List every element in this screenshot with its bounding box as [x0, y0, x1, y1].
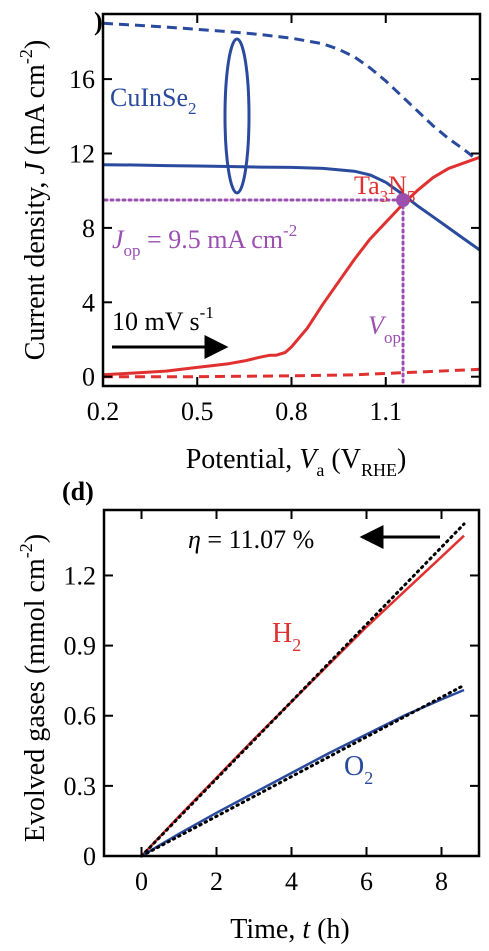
panel-c-y-tick-label: 4: [82, 288, 95, 317]
vop-label: Vop: [368, 311, 401, 347]
panel-d-label: (d): [62, 477, 94, 506]
panel-d-series-line-3: [140, 683, 466, 858]
panel-d-series: [140, 522, 466, 858]
panel-c-x-tick-label: 0.5: [181, 397, 214, 426]
h2-label: H2: [272, 618, 301, 655]
panel-d-x-tick-label: 0: [135, 867, 148, 896]
cuinse2-ellipse: [223, 37, 251, 195]
panel-c: ) CuInSe2 Ta3N5 Jop = 9.5 mA cm-2 Vop 10…: [16, 7, 482, 480]
panel-c-x-tick-label: 0.2: [87, 397, 120, 426]
panel-c-series-line-2: [102, 155, 481, 377]
panel-c-series: [102, 21, 481, 379]
panel-c-ticks: 0.2 0.5 0.8 1.1 0 4 8 12 16: [69, 14, 480, 426]
panel-d-x-tick-label: 8: [435, 867, 448, 896]
cuinse2-label: CuInSe2: [110, 83, 197, 118]
panel-d-y-tick-label: 0: [83, 842, 96, 871]
panel-d-frame: [102, 508, 481, 858]
panel-d-ticks: 0 2 4 6 8 0 0.3 0.6 0.9 1.2: [64, 510, 479, 896]
panel-d-x-tick-label: 2: [210, 867, 223, 896]
panel-d-y-tick-label: 0.9: [64, 632, 97, 661]
panel-d-series-line-1: [140, 522, 466, 858]
panel-d-y-tick-label: 0.3: [64, 772, 97, 801]
panel-c-series-line-0: [102, 163, 481, 252]
panel-c-y-tick-label: 16: [69, 65, 95, 94]
panel-d-y-tick-label: 1.2: [64, 561, 97, 590]
panel-d-xlabel: Time, t (h): [230, 914, 350, 945]
panel-d: (d) η = 11.07 % H2 O2 0 2 4 6 8 0 0.3 0.6 0.9 1.2…: [16, 477, 481, 945]
panel-c-series-line-1: [102, 21, 475, 159]
operating-point-marker: [396, 193, 411, 207]
panel-d-y-tick-label: 0.6: [64, 702, 97, 731]
panel-c-y-tick-label: 0: [82, 363, 95, 392]
panel-d-ylabel: Evolved gases (mmol cm-2): [16, 534, 51, 842]
ta3n5-label: Ta3N5: [354, 171, 415, 206]
o2-label: O2: [344, 751, 373, 788]
panel-c-ylabel: Current density, J (mA cm-2): [16, 40, 51, 360]
panel-c-xlabel: Potential, Va (VRHE): [186, 444, 407, 480]
panel-c-series-line-3: [103, 367, 481, 379]
jop-label: Jop = 9.5 mA cm-2: [112, 221, 297, 260]
panel-c-x-tick-label: 1.1: [370, 397, 403, 426]
scan-rate-label: 10 mV s-1: [112, 303, 214, 336]
panel-d-x-tick-label: 4: [285, 867, 298, 896]
panel-c-label: ): [94, 7, 103, 36]
panel-c-x-tick-label: 0.8: [275, 397, 308, 426]
panel-c-y-tick-label: 12: [69, 140, 95, 169]
efficiency-label: η = 11.07 %: [188, 525, 314, 554]
panel-c-y-tick-label: 8: [82, 214, 95, 243]
panel-d-x-tick-label: 6: [360, 867, 373, 896]
